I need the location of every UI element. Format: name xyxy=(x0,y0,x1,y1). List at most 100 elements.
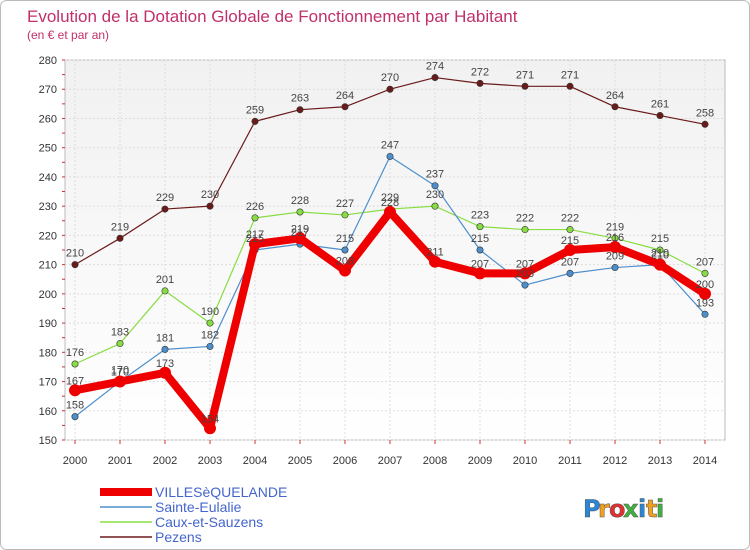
data-point-caux-et-sauzens xyxy=(251,214,259,222)
data-label-pezens: 261 xyxy=(651,99,669,111)
x-tick-label: 2003 xyxy=(198,455,222,467)
data-label-sainte-eulalie: 207 xyxy=(561,256,579,268)
data-label-sainte-eulalie: 215 xyxy=(471,233,489,245)
data-label-villese-quelande: 207 xyxy=(471,258,489,270)
data-point-caux-et-sauzens xyxy=(161,287,169,295)
legend-label: VILLESèQUELANDE xyxy=(155,484,287,500)
x-tick-label: 2002 xyxy=(153,455,177,467)
data-label-villese-quelande: 211 xyxy=(426,247,444,259)
data-label-caux-et-sauzens: 228 xyxy=(291,195,309,207)
data-point-villese-quelande xyxy=(114,375,126,388)
data-point-pezens xyxy=(521,82,529,90)
data-point-pezens xyxy=(431,74,439,82)
x-tick-label: 2012 xyxy=(603,455,627,467)
data-point-villese-quelande xyxy=(249,238,261,251)
data-label-pezens: 258 xyxy=(696,107,714,119)
data-point-pezens xyxy=(566,82,574,90)
x-tick-label: 2011 xyxy=(558,455,582,467)
y-tick-label: 240 xyxy=(39,172,57,184)
data-point-villese-quelande xyxy=(294,232,306,245)
data-label-villese-quelande: 200 xyxy=(696,279,714,291)
data-label-sainte-eulalie: 182 xyxy=(201,329,219,341)
data-point-pezens xyxy=(251,117,259,125)
logo-letter: i xyxy=(656,495,664,523)
data-labels: 210 219 229 230 259 263 264 270 274 272 271 271 264 2… xyxy=(66,61,714,426)
x-tick-label: 2014 xyxy=(693,455,717,467)
proxiti-logo: Pr ox i ti xyxy=(583,495,665,524)
data-point-sainte-eulalie xyxy=(71,413,79,421)
data-point-sainte-eulalie xyxy=(161,345,169,353)
data-point-villese-quelande xyxy=(384,206,396,218)
data-label-pezens: 264 xyxy=(606,90,624,102)
data-point-villese-quelande xyxy=(609,241,621,254)
legend-label: Caux-et-Sauzens xyxy=(155,514,263,530)
data-label-pezens: 263 xyxy=(291,93,309,105)
data-point-pezens xyxy=(296,106,304,114)
data-label-pezens: 264 xyxy=(336,90,354,102)
x-tick-label: 2009 xyxy=(468,455,492,467)
data-label-sainte-eulalie: 215 xyxy=(336,233,354,245)
data-point-sainte-eulalie xyxy=(431,182,439,190)
data-label-caux-et-sauzens: 176 xyxy=(66,347,84,359)
x-tick-label: 2013 xyxy=(648,455,672,467)
x-tick-label: 2008 xyxy=(423,455,447,467)
data-point-pezens xyxy=(341,103,349,111)
logo-letter: t xyxy=(646,495,657,523)
data-point-villese-quelande xyxy=(654,258,666,271)
data-label-caux-et-sauzens: 222 xyxy=(516,213,534,225)
data-point-sainte-eulalie xyxy=(341,246,349,254)
data-point-sainte-eulalie xyxy=(206,342,214,350)
chart-title: Evolution de la Dotation Globale de Fonc… xyxy=(27,7,518,26)
legend-label: Sainte-Eulalie xyxy=(155,499,242,515)
data-point-villese-quelande xyxy=(159,366,171,379)
logo-letter: i xyxy=(638,495,646,523)
y-tick-label: 260 xyxy=(39,113,57,125)
data-point-sainte-eulalie xyxy=(701,310,709,318)
data-label-villese-quelande: 170 xyxy=(111,367,129,379)
data-point-villese-quelande xyxy=(204,422,216,435)
data-point-villese-quelande xyxy=(429,255,441,268)
data-label-caux-et-sauzens: 230 xyxy=(426,189,444,201)
data-label-sainte-eulalie: 158 xyxy=(66,400,84,412)
data-label-villese-quelande: 173 xyxy=(156,358,174,370)
data-label-pezens: 271 xyxy=(516,69,534,81)
data-label-caux-et-sauzens: 227 xyxy=(336,198,354,210)
data-point-pezens xyxy=(656,112,664,120)
data-point-caux-et-sauzens xyxy=(431,202,439,210)
y-tick-label: 150 xyxy=(39,435,57,447)
data-point-caux-et-sauzens xyxy=(341,211,349,219)
axis-ticks: 1501601701801902002102202302402502602702… xyxy=(39,55,718,467)
data-label-caux-et-sauzens: 215 xyxy=(651,233,669,245)
y-tick-label: 200 xyxy=(39,289,57,301)
data-point-villese-quelande xyxy=(564,244,576,256)
chart-subtitle: (en € et par an) xyxy=(27,28,109,42)
x-tick-label: 2006 xyxy=(333,455,357,467)
data-point-caux-et-sauzens xyxy=(701,269,709,277)
data-label-villese-quelande: 210 xyxy=(651,250,669,262)
data-label-caux-et-sauzens: 229 xyxy=(381,192,399,204)
data-point-pezens xyxy=(116,234,124,242)
data-label-villese-quelande: 216 xyxy=(606,232,624,244)
x-tick-label: 2000 xyxy=(63,455,87,467)
data-label-caux-et-sauzens: 190 xyxy=(201,306,219,318)
y-tick-label: 210 xyxy=(39,260,57,272)
data-point-caux-et-sauzens xyxy=(476,223,484,231)
data-point-pezens xyxy=(476,79,484,87)
data-point-villese-quelande xyxy=(699,287,711,300)
y-tick-label: 270 xyxy=(39,84,57,96)
data-point-sainte-eulalie xyxy=(476,246,484,254)
data-point-pezens xyxy=(206,202,214,210)
data-label-sainte-eulalie: 170 xyxy=(111,365,129,377)
logo-letter: o xyxy=(609,495,626,523)
y-tick-label: 220 xyxy=(39,230,57,242)
data-label-villese-quelande: 207 xyxy=(516,258,534,270)
data-label-sainte-eulalie: 215 xyxy=(246,233,264,245)
data-label-pezens: 272 xyxy=(471,66,489,78)
y-tick-label: 230 xyxy=(39,201,57,213)
y-tick-label: 180 xyxy=(39,347,57,359)
data-label-pezens: 271 xyxy=(561,69,579,81)
data-point-caux-et-sauzens xyxy=(521,226,529,234)
x-tick-label: 2007 xyxy=(378,455,402,467)
data-label-sainte-eulalie: 181 xyxy=(156,332,174,344)
